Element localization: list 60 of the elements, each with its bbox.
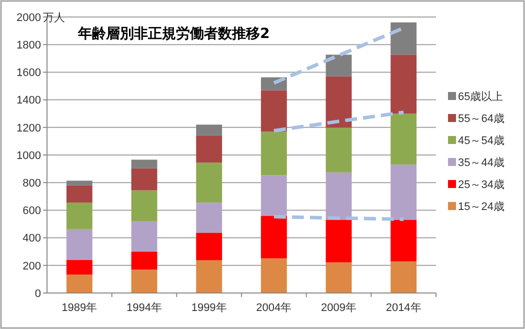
y-tick-label: 0 — [34, 288, 41, 300]
bar — [66, 260, 92, 275]
bar — [131, 160, 158, 168]
bar — [196, 232, 222, 260]
bar — [390, 220, 417, 262]
bar — [131, 168, 158, 190]
bar — [131, 221, 158, 252]
x-tick-label: 2009年 — [321, 302, 356, 314]
bar — [326, 76, 352, 128]
y-tick-label: 1200 — [16, 122, 41, 134]
legend-label: 55～64歳 — [458, 112, 504, 125]
bar — [390, 22, 417, 55]
bar — [260, 258, 287, 293]
y-tick-label: 1400 — [16, 94, 41, 107]
y-tick-label: 600 — [22, 205, 41, 218]
legend-label: 35～44歳 — [458, 156, 504, 169]
bar — [66, 180, 92, 186]
x-tick-label: 1999年 — [191, 302, 227, 314]
bar — [390, 164, 417, 220]
y-tick-label: 1800 — [16, 39, 41, 52]
bar — [260, 132, 287, 176]
bar — [326, 54, 352, 76]
bar — [390, 54, 417, 114]
bar — [196, 162, 222, 203]
bar — [131, 190, 158, 222]
bar — [260, 216, 287, 258]
legend-label: 45～54歳 — [458, 134, 504, 147]
bar — [196, 202, 222, 233]
bar — [131, 270, 158, 293]
y-axis-title: 万人 — [43, 12, 65, 24]
x-tick-label: 2004年 — [256, 302, 292, 314]
legend-label: 15～24歳 — [458, 200, 504, 213]
y-tick-label: 1600 — [16, 67, 41, 80]
y-tick-label: 400 — [22, 232, 41, 245]
legend-label: 65歳以上 — [458, 90, 504, 103]
bar — [326, 172, 352, 220]
bar — [260, 175, 287, 216]
bar — [390, 261, 417, 293]
bar — [66, 274, 92, 293]
y-tick-label: 200 — [22, 260, 41, 272]
bar — [326, 220, 352, 262]
y-tick-label: 2000 — [16, 12, 41, 24]
x-tick-label: 1994年 — [126, 302, 162, 314]
bar — [260, 90, 287, 132]
y-tick-label: 1000 — [16, 150, 41, 162]
bar — [390, 114, 417, 165]
bar — [66, 185, 92, 203]
text: 年齢層別非正規労働者数推移2 — [77, 26, 270, 42]
bar — [326, 128, 352, 172]
bar — [196, 135, 222, 163]
bar — [196, 124, 222, 136]
bar — [66, 202, 92, 229]
x-tick-label: 2014年 — [386, 302, 422, 314]
bar — [196, 260, 222, 293]
bar — [326, 262, 352, 293]
legend-label: 25～34歳 — [458, 178, 504, 191]
bar — [131, 252, 158, 270]
bar — [66, 228, 92, 260]
y-tick-label: 800 — [22, 177, 41, 190]
x-tick-label: 1989年 — [62, 302, 98, 314]
